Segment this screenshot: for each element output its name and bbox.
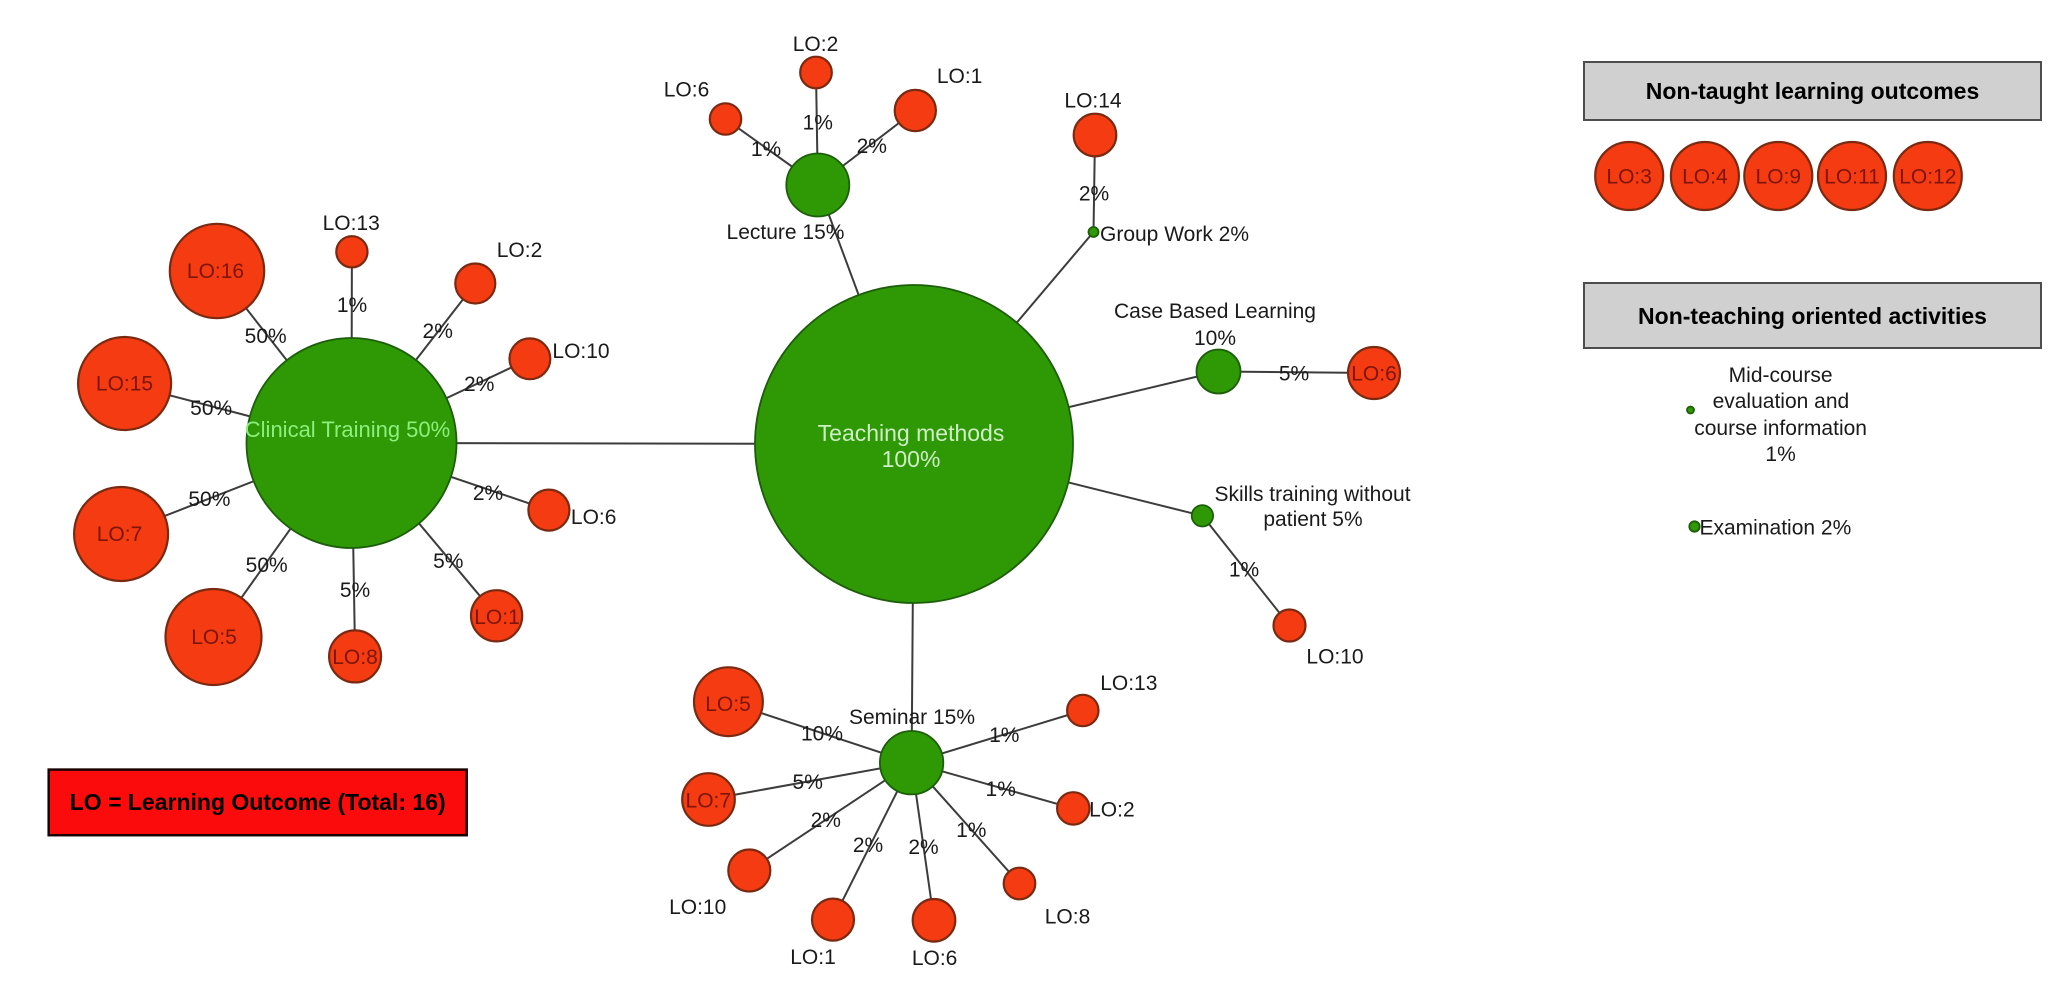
svg-text:1%: 1%: [751, 138, 781, 161]
svg-text:2%: 2%: [857, 135, 887, 158]
svg-text:LO:10: LO:10: [1306, 646, 1363, 669]
svg-text:2%: 2%: [1079, 183, 1109, 206]
svg-text:Non-teaching oriented activiti: Non-teaching oriented activities: [1638, 303, 1987, 329]
svg-text:LO:7: LO:7: [97, 523, 143, 546]
svg-text:5%: 5%: [433, 550, 463, 573]
svg-text:LO:6: LO:6: [571, 506, 617, 529]
svg-text:Lecture 15%: Lecture 15%: [727, 221, 845, 244]
svg-text:5%: 5%: [1279, 363, 1309, 386]
svg-text:1%: 1%: [1229, 559, 1259, 582]
svg-text:LO:5: LO:5: [705, 693, 751, 716]
svg-text:Mid-course: Mid-course: [1729, 364, 1833, 387]
svg-text:LO:11: LO:11: [1824, 166, 1880, 189]
svg-text:2%: 2%: [464, 373, 494, 396]
svg-text:LO:5: LO:5: [191, 626, 237, 649]
svg-text:1%: 1%: [989, 724, 1019, 747]
svg-text:patient 5%: patient 5%: [1263, 508, 1362, 531]
svg-text:LO:1: LO:1: [474, 606, 520, 629]
svg-text:LO:1: LO:1: [937, 65, 983, 88]
svg-text:LO:10: LO:10: [669, 896, 726, 919]
svg-text:50%: 50%: [245, 325, 287, 348]
svg-text:Seminar 15%: Seminar 15%: [849, 706, 975, 729]
svg-text:LO:2: LO:2: [1089, 799, 1135, 822]
svg-text:Case Based Learning: Case Based Learning: [1114, 300, 1316, 323]
svg-text:LO:12: LO:12: [1899, 166, 1956, 189]
svg-text:2%: 2%: [853, 834, 883, 857]
svg-text:Skills training without: Skills training without: [1214, 483, 1410, 506]
svg-text:LO:3: LO:3: [1606, 166, 1652, 189]
svg-text:50%: 50%: [246, 554, 288, 577]
svg-text:LO:10: LO:10: [552, 340, 609, 363]
svg-text:evaluation and: evaluation and: [1713, 390, 1850, 413]
svg-text:LO:16: LO:16: [187, 260, 244, 283]
svg-text:50%: 50%: [190, 397, 232, 420]
svg-text:LO:15: LO:15: [96, 373, 153, 396]
svg-text:1%: 1%: [337, 294, 367, 317]
svg-text:2%: 2%: [423, 320, 453, 343]
svg-text:LO:6: LO:6: [912, 947, 958, 970]
svg-text:2%: 2%: [473, 482, 503, 505]
svg-text:100%: 100%: [882, 446, 941, 472]
svg-text:LO:13: LO:13: [323, 212, 380, 235]
svg-text:2%: 2%: [908, 836, 938, 859]
svg-text:course information: course information: [1694, 417, 1867, 440]
svg-text:LO:6: LO:6: [1351, 363, 1397, 386]
svg-text:LO = Learning Outcome (Total:: LO = Learning Outcome (Total: 16): [70, 789, 446, 815]
svg-text:LO:8: LO:8: [332, 646, 378, 669]
svg-text:LO:14: LO:14: [1064, 90, 1122, 113]
svg-text:LO:2: LO:2: [793, 33, 839, 56]
svg-text:LO:9: LO:9: [1756, 166, 1802, 189]
svg-text:LO:6: LO:6: [664, 79, 710, 102]
svg-text:1%: 1%: [803, 112, 833, 135]
svg-text:Group Work 2%: Group Work 2%: [1100, 223, 1249, 246]
svg-text:5%: 5%: [793, 771, 823, 794]
svg-text:LO:7: LO:7: [686, 789, 732, 812]
svg-text:1%: 1%: [986, 778, 1016, 801]
svg-text:2%: 2%: [811, 809, 841, 832]
svg-text:10%: 10%: [1194, 327, 1236, 350]
svg-text:Examination 2%: Examination 2%: [1700, 517, 1852, 540]
svg-text:LO:8: LO:8: [1045, 906, 1091, 929]
svg-text:LO:4: LO:4: [1682, 166, 1728, 189]
svg-text:LO:2: LO:2: [497, 239, 543, 262]
svg-text:10%: 10%: [801, 723, 843, 746]
svg-text:5%: 5%: [340, 579, 370, 602]
svg-text:Clinical Training 50%: Clinical Training 50%: [245, 417, 450, 442]
svg-text:LO:1: LO:1: [790, 946, 836, 969]
svg-text:LO:13: LO:13: [1100, 672, 1157, 695]
svg-text:Non-taught learning outcomes: Non-taught learning outcomes: [1646, 78, 1980, 104]
svg-text:Teaching methods: Teaching methods: [818, 420, 1005, 446]
svg-text:50%: 50%: [188, 488, 230, 511]
svg-text:1%: 1%: [956, 819, 986, 842]
svg-text:1%: 1%: [1765, 443, 1795, 466]
